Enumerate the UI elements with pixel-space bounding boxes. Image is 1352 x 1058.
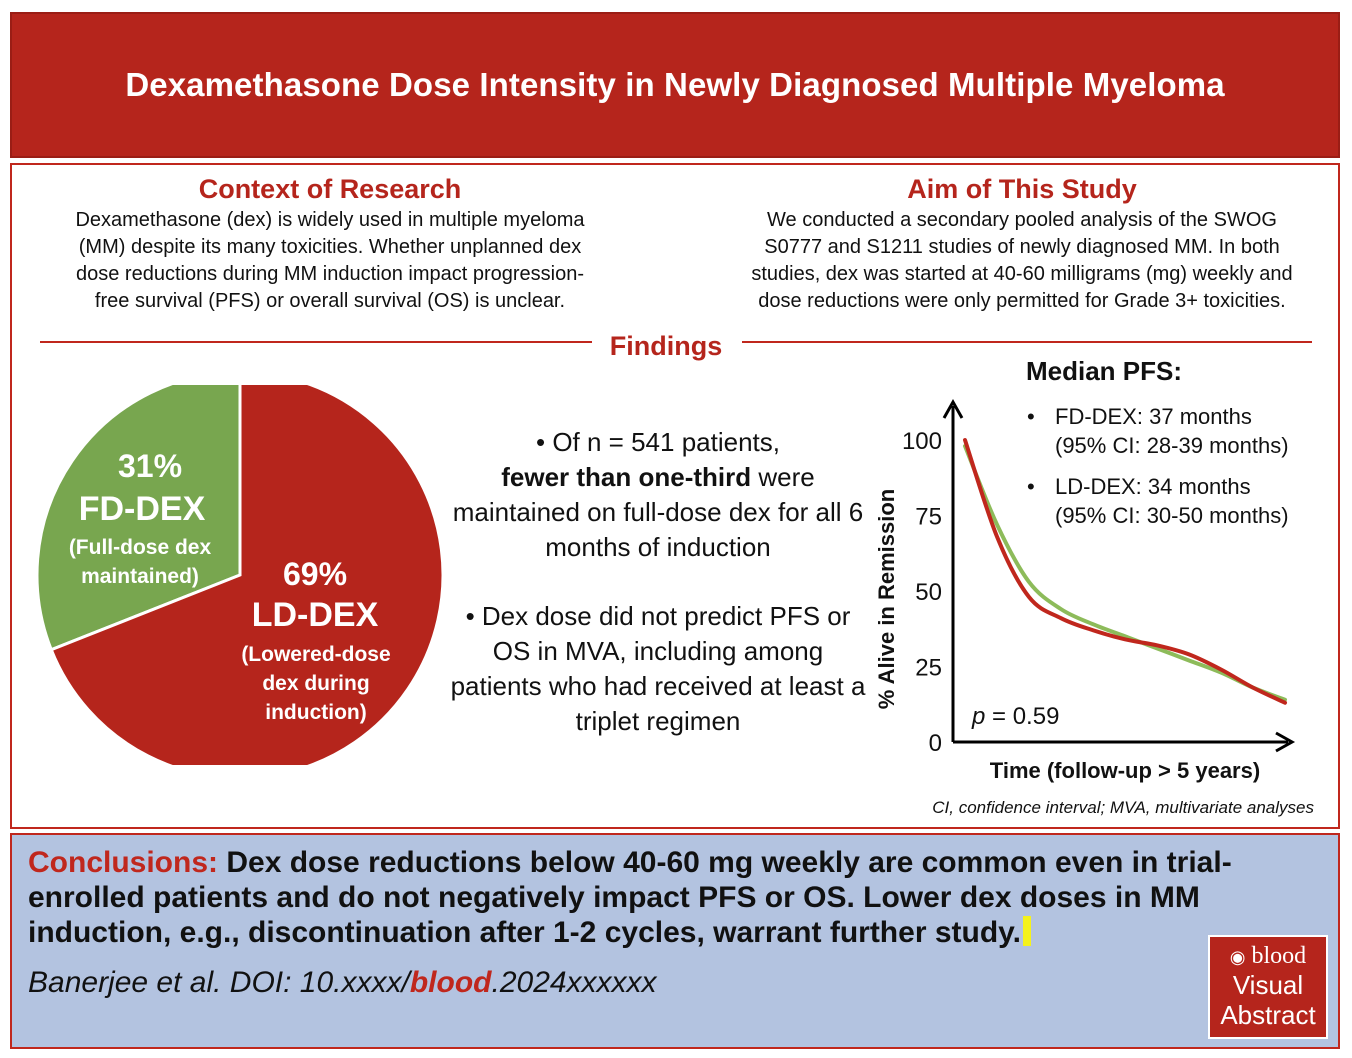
y-tick-label: 75 bbox=[915, 504, 942, 531]
fd-dex-desc-line: maintained) bbox=[81, 565, 199, 588]
series-line-fd-dex bbox=[963, 444, 1287, 702]
bullet-dot: • bbox=[1027, 404, 1035, 429]
ld-dex-percent: 69% bbox=[282, 556, 348, 592]
fd-dex-percent: 31% bbox=[117, 448, 183, 484]
conclusion-text: Conclusions: Dex dose reductions below 4… bbox=[28, 845, 1318, 950]
aim-heading: Aim of This Study bbox=[907, 174, 1137, 204]
series-line-ld-dex bbox=[963, 438, 1287, 705]
context-line: Dexamethasone (dex) is widely used in mu… bbox=[75, 209, 585, 231]
median-pfs-ci: (95% CI: 28-39 months) bbox=[1055, 433, 1289, 458]
aim-body: We conducted a secondary pooled analysis… bbox=[692, 207, 1352, 315]
pie-slice-fd-dex bbox=[35, 385, 242, 652]
y-tick-label: 100 bbox=[902, 428, 942, 455]
finding-bullet-1: • Of n = 541 patients, fewer than one-thi… bbox=[448, 425, 868, 565]
bullet-1-rest: were maintained on full-dose dex for all… bbox=[452, 462, 864, 562]
aim-line: studies, dex was started at 40-60 millig… bbox=[751, 263, 1293, 285]
chart-lines bbox=[963, 438, 1287, 705]
aim-line: dose reductions were only permitted for … bbox=[758, 290, 1286, 312]
fd-dex-name: FD-DEX bbox=[78, 490, 206, 528]
pie-slice-ld-dex bbox=[49, 385, 445, 765]
p-value-annotation: p = 0.59 bbox=[971, 703, 1059, 730]
context-heading: Context of Research bbox=[198, 174, 462, 204]
page-title: Dexamethasone Dose Intensity in Newly Di… bbox=[125, 66, 1225, 103]
x-axis-label: Time (follow-up > 5 years) bbox=[990, 758, 1260, 783]
dose-pie-chart bbox=[35, 385, 445, 765]
conclusion-label: Conclusions: bbox=[28, 846, 219, 879]
fd-dex-desc-line: (Full-dose dex bbox=[68, 536, 212, 559]
logo-journal: blood bbox=[1251, 943, 1307, 969]
ld-dex-desc-line: (Lowered-dose bbox=[241, 643, 391, 666]
citation: Banerjee et al. DOI: 10.xxxx/blood.2024x… bbox=[28, 966, 657, 1000]
findings-divider-left bbox=[40, 341, 592, 343]
median-pfs-value: LD-DEX: 34 months bbox=[1055, 474, 1251, 499]
ld-dex-desc-line: induction) bbox=[265, 701, 367, 724]
bullet-1-intro: • Of n = 541 patients, bbox=[536, 427, 780, 457]
x-axis-arrow-icon bbox=[1275, 731, 1296, 753]
median-pfs-item-ld: • LD-DEX: 34 months (95% CI: 30-50 month… bbox=[1027, 472, 1289, 530]
p-value: = 0.59 bbox=[985, 703, 1059, 730]
y-tick-labels: 100 75 50 25 0 bbox=[902, 428, 942, 757]
drop-icon: ◉ bbox=[1229, 947, 1246, 967]
abbreviation-footnote: CI, confidence interval; MVA, multivaria… bbox=[932, 798, 1314, 817]
aim-line: We conducted a secondary pooled analysis… bbox=[767, 209, 1277, 231]
findings-heading: Findings bbox=[609, 331, 723, 361]
text-cursor-highlight bbox=[1022, 916, 1031, 946]
citation-journal: blood bbox=[409, 966, 492, 999]
median-pfs-list: • FD-DEX: 37 months (95% CI: 28-39 month… bbox=[1027, 402, 1289, 542]
findings-divider-right bbox=[742, 341, 1312, 343]
ld-dex-desc-line: dex during bbox=[262, 672, 370, 695]
citation-doi-suffix: .2024xxxxxx bbox=[491, 966, 657, 999]
y-tick-label: 50 bbox=[915, 579, 942, 606]
y-axis-arrow-icon bbox=[942, 398, 964, 419]
conclusion-body: Dex dose reductions below 40-60 mg weekl… bbox=[28, 846, 1232, 949]
context-body: Dexamethasone (dex) is widely used in mu… bbox=[30, 207, 630, 315]
findings-bullets: • Of n = 541 patients, fewer than one-thi… bbox=[448, 425, 868, 739]
logo-line-abstract: Abstract bbox=[1220, 1000, 1316, 1030]
chart-axes bbox=[942, 398, 1296, 753]
ld-dex-description: (Lowered-dose dex during induction) bbox=[216, 640, 416, 727]
logo-wordmark: ◉ blood bbox=[1210, 943, 1326, 970]
context-line: dose reductions during MM induction impa… bbox=[75, 263, 585, 285]
median-pfs-ci: (95% CI: 30-50 months) bbox=[1055, 503, 1289, 528]
conclusion-panel: Conclusions: Dex dose reductions below 4… bbox=[10, 833, 1340, 1049]
median-pfs-value: FD-DEX: 37 months bbox=[1055, 404, 1252, 429]
pfs-curve-chart: 100 75 50 25 0 % Alive in Remission Time (fo… bbox=[874, 398, 1296, 783]
finding-bullet-2: • Dex dose did not predict PFS or OS in … bbox=[450, 601, 866, 736]
blood-visual-abstract-logo: ◉ blood Visual Abstract bbox=[1208, 935, 1328, 1039]
context-line: free survival (PFS) or overall survival … bbox=[94, 290, 566, 312]
ld-dex-name: LD-DEX bbox=[251, 596, 379, 634]
p-symbol: p bbox=[971, 703, 985, 730]
citation-doi-prefix: Banerjee et al. DOI: 10.xxxx/ bbox=[28, 966, 410, 999]
median-pfs-title: Median PFS: bbox=[1026, 356, 1183, 386]
median-pfs-item-fd: • FD-DEX: 37 months (95% CI: 28-39 month… bbox=[1027, 402, 1289, 460]
logo-line-visual: Visual bbox=[1232, 970, 1304, 1000]
bullet-dot: • bbox=[1027, 474, 1035, 499]
y-axis-label: % Alive in Remission bbox=[874, 489, 899, 709]
context-line: (MM) despite its many toxicities. Whethe… bbox=[78, 236, 582, 258]
bullet-1-emphasis: fewer than one-third bbox=[501, 462, 752, 492]
y-tick-label: 0 bbox=[929, 730, 942, 757]
aim-line: S0777 and S1211 studies of newly diagnos… bbox=[764, 236, 1280, 258]
fd-dex-description: (Full-dose dex maintained) bbox=[40, 533, 240, 591]
y-tick-label: 25 bbox=[915, 655, 942, 682]
title-banner: Dexamethasone Dose Intensity in Newly Di… bbox=[10, 12, 1340, 158]
